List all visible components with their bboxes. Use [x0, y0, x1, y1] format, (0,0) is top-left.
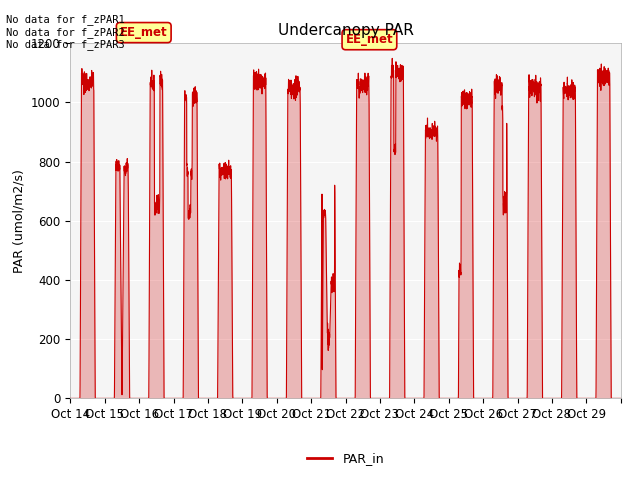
Legend: PAR_in: PAR_in — [302, 447, 389, 470]
Text: EE_met: EE_met — [120, 26, 168, 39]
Y-axis label: PAR (umol/m2/s): PAR (umol/m2/s) — [12, 169, 26, 273]
Text: No data for f_zPAR1
No data for f_zPAR2
No data for f_zPAR3: No data for f_zPAR1 No data for f_zPAR2 … — [6, 14, 125, 50]
Text: EE_met: EE_met — [346, 33, 393, 46]
Title: Undercanopy PAR: Undercanopy PAR — [278, 23, 413, 38]
